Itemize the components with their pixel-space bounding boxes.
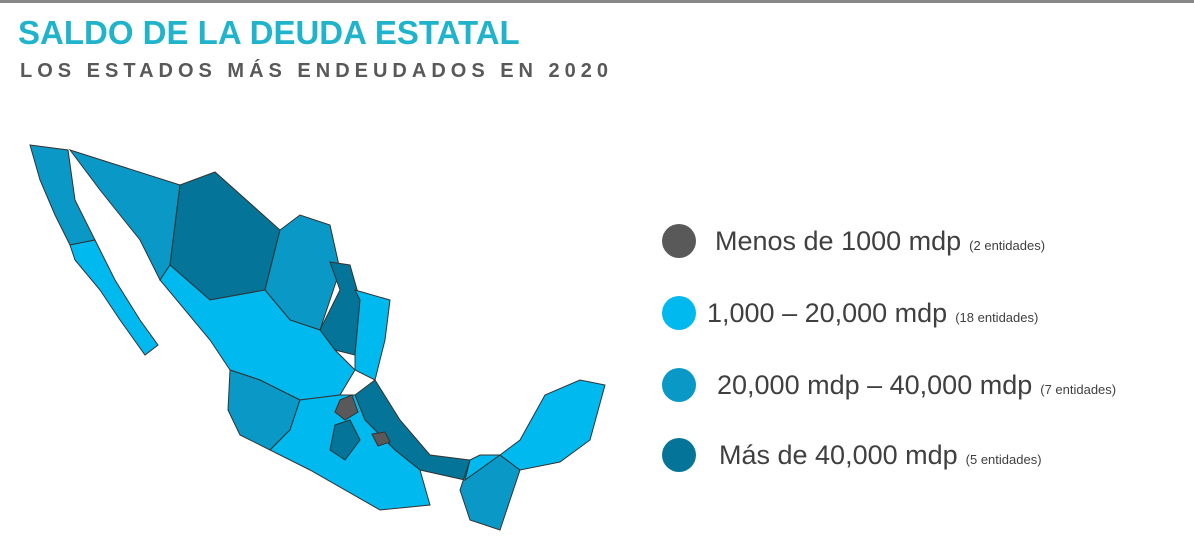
legend-swatch [662,368,696,402]
state [319,261,361,356]
subtitle: LOS ESTADOS MÁS ENDEUDADOS EN 2020 [20,60,614,82]
legend-label-text: Más de 40,000 mdp [719,440,958,470]
state [371,431,391,447]
legend-label-text: 1,000 – 20,000 mdp [707,298,947,328]
legend-swatch [662,438,696,472]
legend-swatch [662,224,696,258]
mexico-map [29,144,606,531]
legend-label-text: 20,000 mdp – 40,000 mdp [717,370,1032,400]
legend-note: (2 entidades) [969,238,1045,253]
top-rule [0,0,1194,3]
state [329,419,361,461]
legend-note: (18 entidades) [955,310,1038,325]
legend-label: Más de 40,000 mdp (5 entidades) [719,440,1042,470]
legend-note: (7 entidades) [1040,382,1116,397]
legend-label-text: Menos de 1000 mdp [715,226,961,256]
state [334,394,359,421]
legend-swatch [662,296,696,330]
state [354,289,391,381]
legend-label: Menos de 1000 mdp (2 entidades) [715,226,1045,256]
legend-label: 1,000 – 20,000 mdp (18 entidades) [707,298,1038,328]
state [69,239,159,356]
legend-label: 20,000 mdp – 40,000 mdp (7 entidades) [717,370,1116,400]
legend-note: (5 entidades) [966,452,1042,467]
state [464,379,606,482]
title: SALDO DE LA DEUDA ESTATAL [18,14,520,51]
